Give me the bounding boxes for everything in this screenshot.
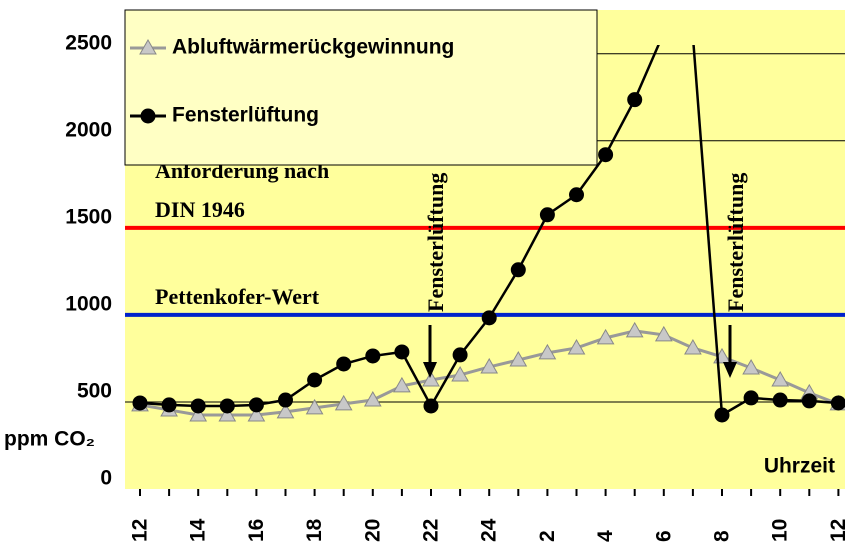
data-point <box>336 356 352 372</box>
data-point <box>598 147 614 163</box>
arrow-head <box>723 362 737 378</box>
data-point <box>189 405 208 422</box>
x-tick-label: 10 <box>769 519 792 542</box>
data-point <box>771 370 790 387</box>
data-point <box>248 397 264 413</box>
data-point <box>365 348 381 364</box>
data-point <box>481 310 497 326</box>
data-point <box>452 347 468 363</box>
data-point <box>509 350 528 367</box>
data-point <box>743 390 759 406</box>
x-tick-label: 12 <box>129 519 152 542</box>
data-point <box>247 405 266 422</box>
data-point <box>190 398 206 414</box>
data-point <box>132 395 148 411</box>
x-tick-label: 18 <box>303 518 326 542</box>
x-tick-label: 20 <box>361 519 384 542</box>
data-point <box>218 405 237 422</box>
data-point <box>305 398 324 415</box>
y-tick-label: 2500 <box>65 31 112 54</box>
data-point <box>801 393 817 409</box>
data-point <box>451 365 469 382</box>
y-tick-label: 2000 <box>65 118 112 141</box>
x-tick-label: 14 <box>187 518 210 542</box>
annotation: Fensterlüftung <box>723 173 748 312</box>
y-tick-label: 0 <box>100 467 112 490</box>
data-point <box>714 407 730 423</box>
data-point <box>422 370 440 387</box>
reference-label: Pettenkofer-Wert <box>155 284 320 309</box>
x-tick-label: 4 <box>594 530 617 542</box>
data-point <box>567 338 586 355</box>
data-point <box>569 187 584 203</box>
data-point <box>538 343 557 360</box>
data-point <box>654 325 673 342</box>
x-tick-label: 6 <box>652 530 675 542</box>
data-point <box>394 344 410 360</box>
data-point <box>278 392 293 408</box>
legend-marker <box>139 38 157 55</box>
x-axis-label: Uhrzeit <box>764 455 835 478</box>
legend-marker <box>140 108 156 124</box>
data-point <box>539 207 555 223</box>
data-point <box>334 394 353 411</box>
annotation: Fensterlüftung <box>423 173 448 312</box>
data-point <box>480 357 499 374</box>
legend <box>124 9 598 166</box>
x-tick-label: 24 <box>478 518 501 542</box>
y-tick-label: 1000 <box>65 292 112 315</box>
x-tick-label: 16 <box>245 519 268 542</box>
data-point <box>423 398 439 414</box>
data-point <box>363 391 382 407</box>
data-point <box>772 392 788 408</box>
arrow-head <box>423 362 437 378</box>
x-tick-label: 22 <box>420 519 443 542</box>
data-point <box>510 262 526 278</box>
legend-label: Abluftwärmerückgewinnung <box>172 36 454 59</box>
data-point <box>219 398 235 414</box>
x-tick-label: 2 <box>536 530 559 542</box>
data-point <box>161 397 177 413</box>
x-tick-label: 8 <box>711 530 734 542</box>
data-point <box>307 372 323 388</box>
data-point <box>625 321 644 338</box>
x-tick-label: 12 <box>827 519 845 542</box>
data-point <box>684 338 702 355</box>
data-point <box>596 328 615 345</box>
data-point <box>276 402 295 419</box>
y-axis-label: ppm CO₂ <box>4 428 95 451</box>
data-point <box>830 395 845 411</box>
data-point <box>393 376 411 393</box>
data-point <box>742 358 760 375</box>
y-tick-label: 1500 <box>65 205 112 228</box>
data-point <box>627 92 643 108</box>
y-tick-label: 500 <box>77 379 112 402</box>
reference-label: DIN 1946 <box>155 197 245 222</box>
legend-label: Fensterlüftung <box>172 104 319 127</box>
